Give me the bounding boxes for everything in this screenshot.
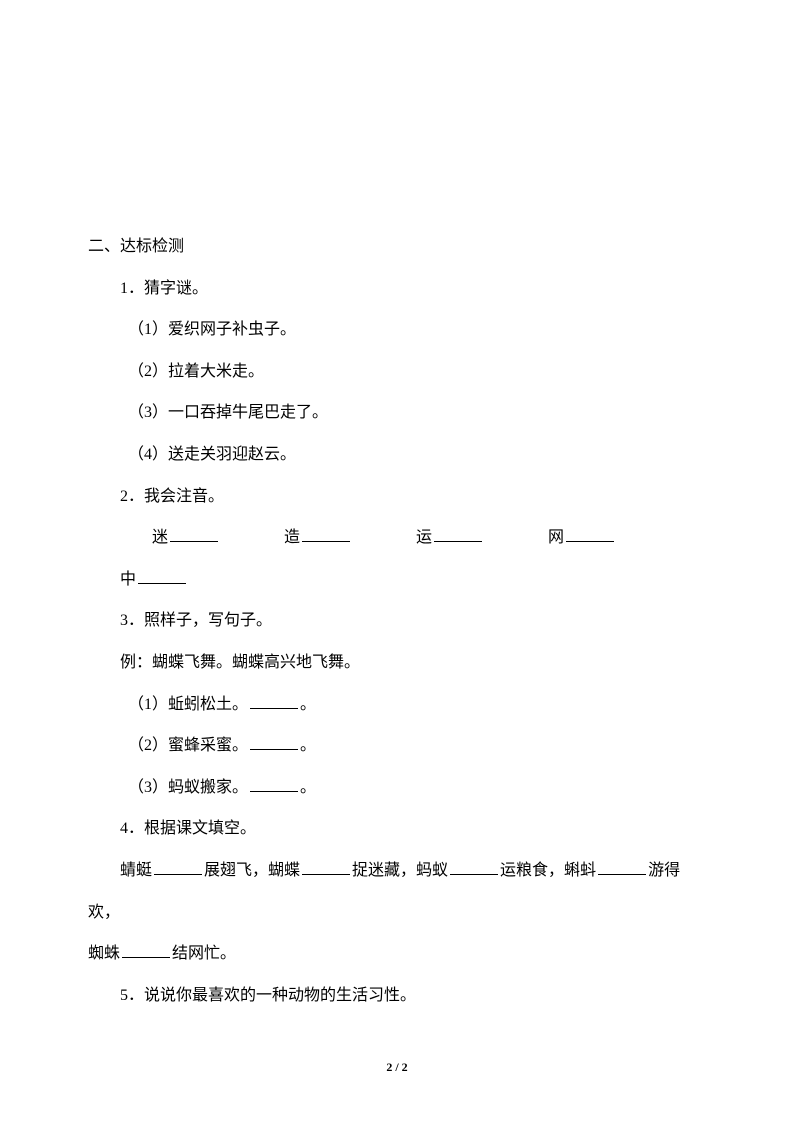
q3-item-text: （3）蚂蚁搬家。 [128, 779, 248, 796]
q3-item-3: （3）蚂蚁搬家。 。 [88, 767, 706, 809]
blank-input[interactable] [302, 526, 350, 542]
q2-char-2: 造 [252, 517, 352, 559]
char-label: 迷 [152, 529, 168, 546]
q4-part-0: 蜻蜓 [120, 862, 152, 879]
char-label: 运 [416, 529, 432, 546]
q3-item-text: （1）蚯蚓松土。 [128, 696, 248, 713]
q3-title: 3．照样子，写句子。 [88, 600, 706, 642]
q3-item-2: （2）蜜蜂采蜜。 。 [88, 725, 706, 767]
char-label: 中 [120, 571, 136, 588]
q2-pinyin-row: 迷 造 运 网 中 [88, 517, 706, 600]
q1-item-2: （2）拉着大米走。 [88, 351, 706, 393]
period: 。 [300, 737, 316, 754]
period: 。 [300, 779, 316, 796]
q4-title: 4．根据课文填空。 [88, 808, 706, 850]
q4-part-5: 蜘蛛 [88, 945, 120, 962]
q4-part-3: 运粮食，蝌蚪 [500, 862, 596, 879]
blank-input[interactable] [250, 776, 298, 792]
blank-input[interactable] [154, 859, 202, 875]
q3-item-1: （1）蚯蚓松土。 。 [88, 684, 706, 726]
blank-input[interactable] [434, 526, 482, 542]
period: 。 [300, 696, 316, 713]
q4-part-2: 捉迷藏，蚂蚁 [352, 862, 448, 879]
page-sep: / [392, 1060, 401, 1074]
q2-char-3: 运 [384, 517, 484, 559]
blank-input[interactable] [170, 526, 218, 542]
q1-title: 1．猜字谜。 [88, 268, 706, 310]
q3-example: 例：蝴蝶飞舞。蝴蝶高兴地飞舞。 [88, 642, 706, 684]
q3-item-text: （2）蜜蜂采蜜。 [128, 737, 248, 754]
blank-input[interactable] [450, 859, 498, 875]
section-title: 二、达标检测 [88, 226, 706, 268]
char-label: 网 [548, 529, 564, 546]
document-content: 二、达标检测 1．猜字谜。 （1）爱织网子补虫子。 （2）拉着大米走。 （3）一… [88, 226, 706, 1016]
q2-char-5: 中 [88, 559, 188, 601]
q1-item-1: （1）爱织网子补虫子。 [88, 309, 706, 351]
q4-part-6: 结网忙。 [172, 945, 236, 962]
q1-item-4: （4）送走关羽迎赵云。 [88, 434, 706, 476]
q4-fill-line2: 蜘蛛 结网忙。 [88, 933, 706, 975]
q1-item-3: （3）一口吞掉牛尾巴走了。 [88, 392, 706, 434]
blank-input[interactable] [598, 859, 646, 875]
blank-input[interactable] [566, 526, 614, 542]
char-label: 造 [284, 529, 300, 546]
q2-char-1: 迷 [120, 517, 220, 559]
q2-char-4: 网 [516, 517, 616, 559]
q5-title: 5．说说你最喜欢的一种动物的生活习性。 [88, 975, 706, 1017]
blank-input[interactable] [302, 859, 350, 875]
q4-fill-line1: 蜻蜓展翅飞，蝴蝶捉迷藏，蚂蚁运粮食，蝌蚪游得欢， [88, 850, 706, 933]
page-footer: 2 / 2 [0, 1060, 794, 1075]
q2-title: 2．我会注音。 [88, 476, 706, 518]
page-total: 2 [402, 1060, 408, 1074]
q4-part-1: 展翅飞，蝴蝶 [204, 862, 300, 879]
blank-input[interactable] [138, 568, 186, 584]
blank-input[interactable] [122, 942, 170, 958]
blank-input[interactable] [250, 734, 298, 750]
blank-input[interactable] [250, 693, 298, 709]
